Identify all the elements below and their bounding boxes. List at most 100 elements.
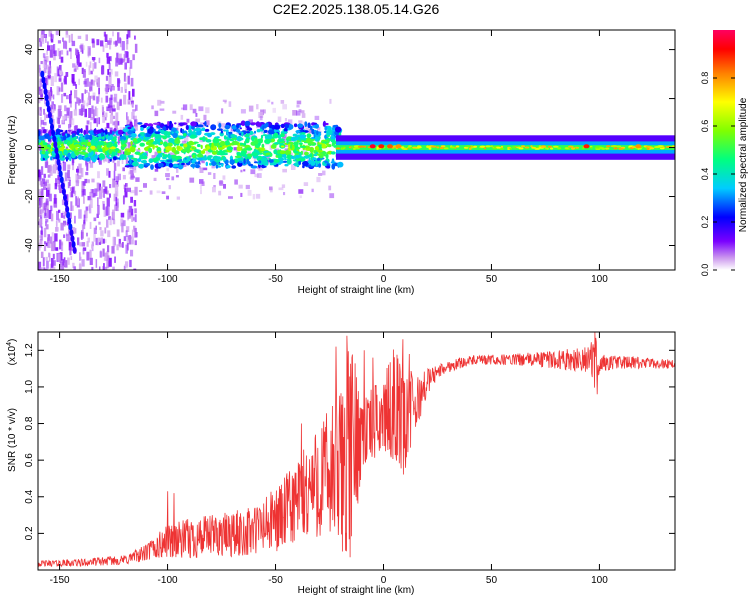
heatmap-band-blob: [322, 161, 325, 166]
heatmap-noise-cell: [76, 174, 80, 184]
heatmap-noise-cell: [172, 110, 177, 114]
heatmap-noise-cell: [234, 179, 238, 185]
heatmap-noise-cell: [85, 61, 88, 67]
heatmap-noise-cell: [121, 242, 124, 248]
heatmap-band-blob: [251, 152, 258, 157]
heatmap-band-blob: [218, 122, 222, 129]
heatmap-noise-cell: [89, 249, 92, 260]
heatmap-noise-cell: [118, 101, 120, 111]
heatmap-band-blob: [80, 128, 83, 134]
heatmap-noise-cell: [106, 122, 110, 129]
heatmap-noise-cell: [298, 189, 304, 194]
heatmap-steady-band-highlight: [353, 147, 356, 150]
figure-title: C2E2.2025.138.05.14.G26: [273, 1, 440, 17]
heatmap-band-blob: [160, 129, 165, 134]
heatmap-noise-cell: [115, 202, 119, 212]
heatmap-noise-cell: [123, 72, 126, 82]
heatmap-band-blob: [59, 157, 66, 161]
y-tick-label: 1.2: [24, 343, 35, 357]
heatmap-band-blob: [111, 151, 116, 157]
heatmap-band-blob: [144, 136, 149, 141]
heatmap-noise-cell: [86, 179, 90, 184]
heatmap-noise-cell: [61, 94, 64, 103]
heatmap-noise-cell: [44, 268, 48, 270]
heatmap-noise-cell: [207, 172, 212, 175]
heatmap-noise-cell: [248, 119, 253, 125]
heatmap-noise-cell: [189, 104, 193, 111]
svg-text:(x104): (x104): [6, 339, 18, 366]
heatmap-steady-band-highlight: [612, 145, 618, 148]
heatmap-diagonal-streak-segment: [42, 82, 47, 90]
heatmap-noise-cell: [240, 169, 243, 173]
heatmap-noise-cell: [112, 219, 116, 225]
heatmap-diagonal-streak-segment: [66, 211, 71, 219]
heatmap-noise-cell: [38, 169, 41, 178]
heatmap-noise-cell: [73, 109, 78, 116]
heatmap-band-blob: [130, 146, 136, 153]
heatmap-noise-cell: [130, 249, 134, 257]
heatmap-noise-cell: [114, 256, 116, 263]
heatmap-noise-cell: [116, 52, 119, 63]
heatmap-noise-cell: [267, 99, 271, 103]
heatmap-noise-cell: [102, 45, 105, 52]
heatmap-noise-cell: [123, 54, 126, 61]
heatmap-noise-cell: [105, 95, 109, 103]
heatmap-band-blob: [309, 153, 313, 158]
heatmap-noise-cell: [222, 175, 226, 180]
heatmap-noise-cell: [272, 107, 276, 113]
heatmap-band-blob: [216, 136, 220, 139]
heatmap-noise-cell: [59, 70, 63, 75]
heatmap-noise-cell: [40, 251, 44, 258]
heatmap-noise-cell: [58, 218, 61, 223]
heatmap-band-blob: [67, 129, 72, 132]
heatmap-noise-cell: [185, 134, 190, 137]
heatmap-noise-cell: [64, 260, 68, 268]
heatmap-noise-cell: [123, 236, 127, 241]
heatmap-noise-cell: [100, 97, 103, 103]
heatmap-noise-cell: [77, 35, 82, 39]
heatmap-noise-cell: [117, 37, 121, 44]
heatmap-noise-cell: [57, 68, 60, 76]
heatmap-noise-cell: [40, 88, 43, 95]
heatmap-band-blob: [311, 128, 315, 135]
heatmap-noise-cell: [117, 32, 120, 42]
heatmap-noise-cell: [57, 175, 60, 184]
heatmap-noise-cell: [60, 82, 64, 92]
heatmap-band-blob: [223, 135, 227, 140]
heatmap-noise-cell: [49, 60, 51, 69]
heatmap-noise-cell: [109, 127, 113, 132]
heatmap-steady-band-highlight: [649, 147, 655, 150]
heatmap-band-blob: [141, 159, 147, 164]
y-tick-label: 40: [24, 44, 35, 56]
heatmap-noise-cell: [92, 95, 96, 101]
heatmap-noise-cell: [328, 185, 332, 191]
heatmap-noise-cell: [45, 198, 49, 206]
heatmap-noise-cell: [72, 227, 76, 235]
heatmap-band-blob: [224, 140, 230, 146]
heatmap-noise-cell: [58, 105, 62, 111]
heatmap-noise-cell: [82, 100, 86, 106]
heatmap-diagonal-streak-segment: [60, 182, 65, 190]
heatmap-noise-cell: [60, 222, 64, 231]
heatmap-band-blob: [316, 130, 319, 136]
heatmap-steady-band-highlight: [511, 146, 516, 149]
heatmap-band-blob: [99, 153, 105, 158]
heatmap-noise-cell: [71, 187, 75, 193]
heatmap-noise-cell: [58, 184, 63, 192]
heatmap-noise-cell: [90, 121, 92, 131]
heatmap-band-blob: [225, 165, 231, 169]
heatmap-diagonal-streak-segment: [46, 105, 51, 113]
heatmap-band-blob: [294, 154, 301, 159]
heatmap-peak-spot: [395, 144, 402, 149]
heatmap-noise-cell: [62, 115, 65, 123]
heatmap-band-blob: [212, 138, 220, 144]
heatmap-noise-cell: [46, 114, 49, 119]
heatmap-band-blob: [262, 134, 268, 137]
heatmap-band-blob: [241, 131, 244, 137]
heatmap-noise-cell: [71, 40, 76, 47]
heatmap-noise-cell: [252, 194, 255, 200]
heatmap-band-blob: [210, 132, 216, 136]
heatmap-noise-cell: [74, 215, 76, 224]
heatmap-diagonal-streak-segment: [69, 229, 74, 237]
heatmap-noise-cell: [57, 40, 61, 44]
